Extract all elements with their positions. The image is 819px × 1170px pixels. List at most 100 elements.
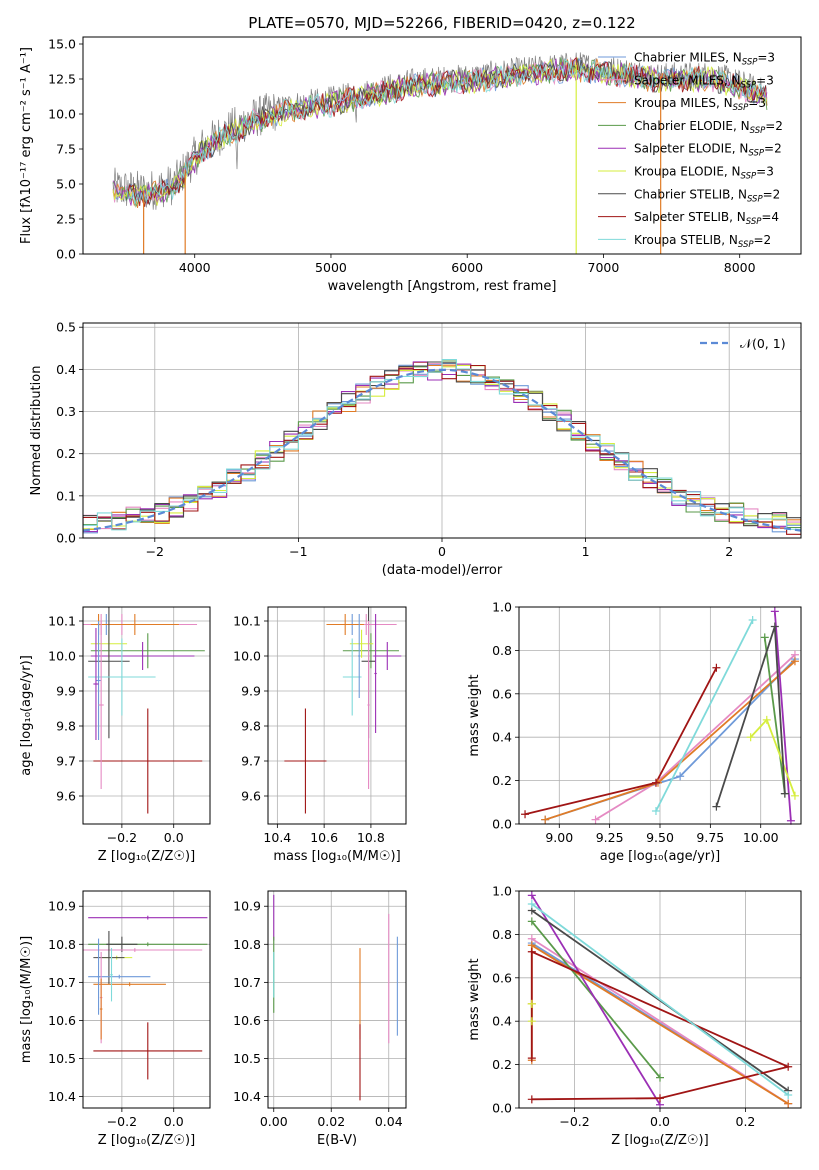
- y-tick-label: 5.0: [56, 177, 76, 192]
- x-axis-label: mass [log₁₀(M/M☉)]: [273, 849, 400, 864]
- y-tick-label: 1.0: [492, 600, 512, 615]
- legend-sub: SSP: [741, 172, 757, 182]
- y-tick-label: 0.6: [492, 970, 512, 985]
- series-point: [790, 657, 799, 666]
- series-point: [527, 1054, 536, 1063]
- legend-name: Salpeter ELODIE, N: [634, 142, 748, 156]
- y-tick-label: 10.5: [233, 1051, 261, 1066]
- legend-sub: SSP: [742, 58, 758, 68]
- series-point: [770, 607, 779, 616]
- y-tick-label: 0.4: [492, 730, 512, 745]
- x-tick-label: 10.4: [263, 830, 291, 845]
- series-line: [544, 658, 796, 821]
- legend-value: =2: [764, 142, 782, 156]
- legend-value: =2: [765, 119, 783, 133]
- series-point: [762, 715, 771, 724]
- chart-title: PLATE=0570, MJD=52266, FIBERID=0420, z=0…: [248, 14, 635, 32]
- y-tick-label: 0.0: [492, 817, 512, 832]
- y-tick-label: 0.0: [56, 247, 76, 262]
- x-tick-label: 2: [725, 544, 733, 559]
- y-tick-label: 10.7: [48, 975, 76, 990]
- plot-area: [83, 915, 208, 1080]
- y-tick-label: 10.7: [233, 975, 261, 990]
- legend-value: =3: [756, 165, 774, 179]
- x-tick-label: 0.04: [375, 1114, 403, 1129]
- legend-value: =4: [761, 210, 779, 224]
- y-tick-label: 0.4: [492, 1014, 512, 1029]
- x-tick-label: −2: [146, 544, 164, 559]
- normal-curve: [83, 368, 801, 532]
- y-axis-label: age [log₁₀(age/yr)]: [19, 655, 34, 776]
- plot-area: [112, 52, 768, 254]
- panel-age-vs-z: −0.2 0.0 9.6 9.7 9.8 9.9 10.0 10.1 Z [log₁₀(Z/Z☉…: [19, 606, 211, 864]
- series-line: [531, 903, 789, 1096]
- panel-weight-vs-z: −0.2 0.0 0.2 0.0 0.2 0.4 0.6 0.8 1.0 Z [log₁₀(Z/Z…: [467, 884, 802, 1148]
- legend-sub: SSP: [748, 149, 764, 159]
- legend-label: Salpeter MILES, NSSP=3: [634, 73, 774, 90]
- legend-label: Kroupa STELIB, NSSP=2: [634, 233, 771, 250]
- legend-name: Kroupa MILES, N: [634, 96, 733, 110]
- series-point: [748, 616, 757, 625]
- series-point: [784, 1099, 793, 1108]
- legend-label: Salpeter STELIB, NSSP=4: [634, 210, 779, 227]
- panel-residuals: −2 −1 0 1 2 0.0 0.1 0.2 0.3 0.4 0.5 (data-model)/er…: [29, 320, 802, 578]
- y-axis-label: mass [log₁₀(M/M☉)]: [19, 936, 34, 1063]
- y-tick-label: 10.6: [48, 1013, 76, 1028]
- series-point: [770, 622, 779, 631]
- series-point: [712, 802, 721, 811]
- y-tick-label: 10.8: [233, 937, 261, 952]
- legend-sub: SSP: [733, 103, 749, 113]
- series-point: [784, 1090, 793, 1099]
- series-point: [527, 999, 536, 1008]
- x-tick-label: 4000: [179, 260, 211, 275]
- series-point: [521, 810, 530, 819]
- series-line: [655, 619, 754, 812]
- panel-age-vs-mass: 10.4 10.6 10.8 9.6 9.7 9.8 9.9 10.0 10.1 mass [lo…: [233, 606, 407, 864]
- legend-label: Chabrier ELODIE, NSSP=2: [634, 119, 783, 136]
- y-tick-label: 10.8: [48, 937, 76, 952]
- series-point: [527, 900, 536, 909]
- legend-label: Salpeter ELODIE, NSSP=2: [634, 142, 782, 159]
- x-tick-label: 0.02: [317, 1114, 345, 1129]
- legend-name: Chabrier MILES, N: [634, 51, 742, 65]
- panel-mass-vs-ebv: 0.00 0.02 0.04 10.4 10.5 10.6 10.7 10.8 10.9 E(B-…: [233, 890, 407, 1148]
- y-tick-label: 0.5: [56, 320, 76, 335]
- plot-area: [83, 358, 801, 535]
- x-tick-label: −0.2: [107, 830, 137, 845]
- histogram-step: [83, 358, 801, 531]
- legend-sub: SSP: [738, 240, 754, 250]
- y-tick-label: 7.5: [56, 142, 76, 157]
- spectrum-data-line: [112, 52, 768, 210]
- legend-value: =3: [757, 51, 775, 65]
- series-point: [746, 733, 755, 742]
- x-tick-label: 1: [582, 544, 590, 559]
- series-point: [780, 789, 789, 798]
- y-tick-label: 0.8: [492, 927, 512, 942]
- x-tick-label: 10.8: [357, 830, 385, 845]
- y-tick-label: 10.1: [48, 614, 76, 629]
- x-axis-label: (data-model)/error: [382, 563, 503, 578]
- legend-label: Kroupa ELODIE, NSSP=3: [634, 165, 774, 182]
- x-tick-label: 0: [438, 544, 446, 559]
- series-line: [763, 637, 786, 794]
- legend-value: =2: [763, 187, 781, 201]
- panel-spectrum: 4000 5000 6000 7000 8000 0.0 2.5 5.0 7.5 10.0 12.5…: [19, 14, 802, 294]
- y-tick-label: 9.7: [241, 754, 261, 769]
- x-tick-label: 7000: [588, 260, 620, 275]
- series-point: [541, 815, 550, 824]
- legend-name: Salpeter MILES, N: [634, 73, 741, 87]
- series-point: [656, 1073, 664, 1082]
- x-tick-label: 8000: [724, 260, 756, 275]
- series-point: [712, 663, 721, 672]
- series-point: [591, 815, 600, 824]
- y-tick-label: 12.5: [48, 72, 76, 87]
- x-tick-label: 9.25: [596, 830, 624, 845]
- spectrum-model-line: [126, 58, 767, 206]
- y-tick-label: 15.0: [48, 37, 76, 52]
- legend-name: Salpeter STELIB, N: [634, 210, 746, 224]
- series-point: [651, 778, 660, 787]
- legend-name: Kroupa ELODIE, N: [634, 165, 741, 179]
- axes-frame: [267, 606, 407, 825]
- x-axis-label: Z [log₁₀(Z/Z☉)]: [98, 849, 195, 864]
